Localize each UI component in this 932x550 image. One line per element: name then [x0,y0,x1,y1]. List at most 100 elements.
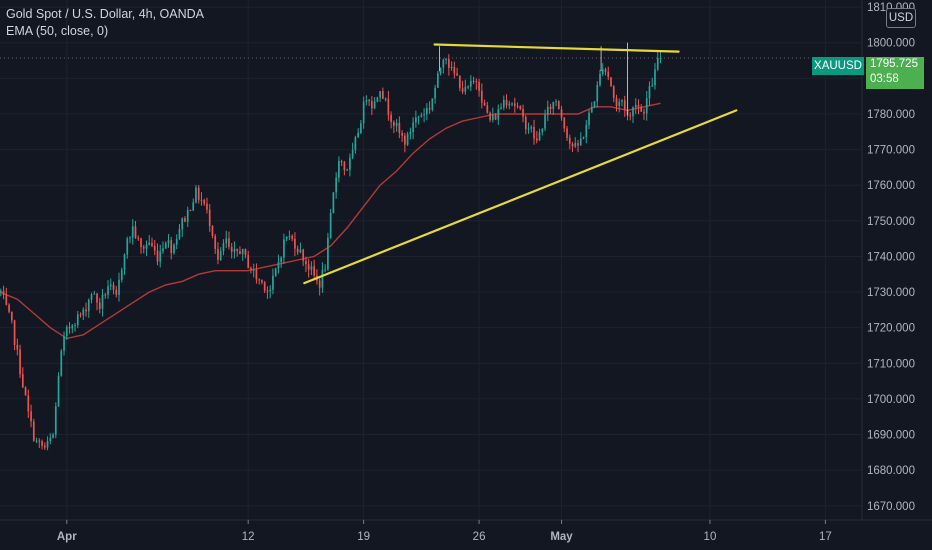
candle-body [76,314,79,326]
candle-body [112,284,115,290]
candle-body [16,344,19,350]
candle-body [508,103,511,106]
time-tick-label: 12 [242,531,255,543]
time-tick-label: 19 [357,531,370,543]
candle-body [577,143,579,146]
candle-body [283,239,285,258]
candle-body [299,249,302,253]
candle-body [566,128,568,138]
price-axis-pane [862,0,932,550]
time-axis[interactable]: Apr 12 19 26 May 10 17 [0,519,932,550]
candle-body [425,108,428,115]
candle-body [120,269,123,280]
candle-body [24,387,27,396]
trendline-support [303,109,738,285]
candle-body [285,236,288,240]
candle-body [192,202,195,211]
candle-body [134,226,137,238]
time-tick-label: 26 [473,531,486,543]
candle-body [255,269,258,280]
candle-body [35,440,38,442]
candle-body [659,57,662,59]
candle-body [623,100,626,110]
candle-body [195,187,197,203]
price-tick-label: 1680.000 [867,465,915,477]
candle-body [582,137,585,139]
candle-body [269,289,272,292]
candle-body [568,137,571,144]
candle-body [296,248,299,253]
candle-body [162,248,164,252]
candle-body [164,243,167,249]
candle-body [87,299,90,312]
candle-body [107,286,109,295]
candle-body [442,59,445,68]
candle-body [538,132,541,141]
candle-body [555,101,557,103]
candle-body [544,114,546,129]
candle-body [206,203,208,210]
candle-body [557,101,560,110]
currency-button[interactable]: USD [886,8,916,28]
candle-body [291,235,294,239]
price-tick-label: 1720.000 [867,323,915,335]
candle-body [239,251,241,255]
trendline-resistance [433,43,680,53]
candle-body [349,157,351,170]
candle-body [203,200,206,204]
candle-body [634,104,637,108]
candle-body [409,132,412,134]
candle-body [335,177,337,193]
candle-body [123,254,126,270]
candle-body [343,162,346,171]
ema-indicator-label[interactable]: EMA (50, close, 0) [6,24,109,38]
candle-body [104,294,107,296]
candle-body [82,309,85,316]
candle-body [318,280,321,288]
symbol-title[interactable]: Gold Spot / U.S. Dollar, 4h, OANDA [6,7,204,21]
price-tick-label: 1690.000 [867,430,915,442]
candle-body [651,85,654,87]
candle-body [519,106,522,110]
candle-body [588,112,590,126]
candle-body [68,327,71,329]
candle-body [140,238,142,248]
candle-body [244,248,247,255]
candle-body [513,103,516,106]
candle-body [516,105,519,107]
candle-body [360,123,362,133]
candle-body [71,325,74,329]
candle-body [478,81,480,91]
candle-body [415,117,417,123]
candle-body [329,213,332,238]
price-tick-label: 1670.000 [867,501,915,513]
candle-body [46,441,49,448]
candle-body [450,67,453,69]
candle-body [560,109,563,118]
candle-body [228,238,230,247]
candle-body [436,73,439,88]
candle-body [524,116,527,130]
candle-body [637,104,640,107]
candle-body [313,266,316,276]
ema-50-line [0,102,661,340]
candle-body [456,73,458,76]
trendlines [303,43,738,285]
candle-body [200,199,203,201]
candle-body [294,238,296,249]
candle-body [434,87,436,99]
candle-body [217,248,219,260]
candle-body [90,294,93,300]
candle-body [486,105,489,113]
price-tick-label: 1780.000 [867,109,915,121]
candle-body [406,133,409,145]
candle-body [222,243,225,252]
candle-body [327,237,329,270]
candle-body [390,114,392,122]
chart-legend: Gold Spot / U.S. Dollar, 4h, OANDA EMA (… [6,6,204,40]
candle-body [522,109,524,117]
candle-body [250,268,252,271]
candle-body [579,138,582,146]
candle-body [233,248,236,252]
